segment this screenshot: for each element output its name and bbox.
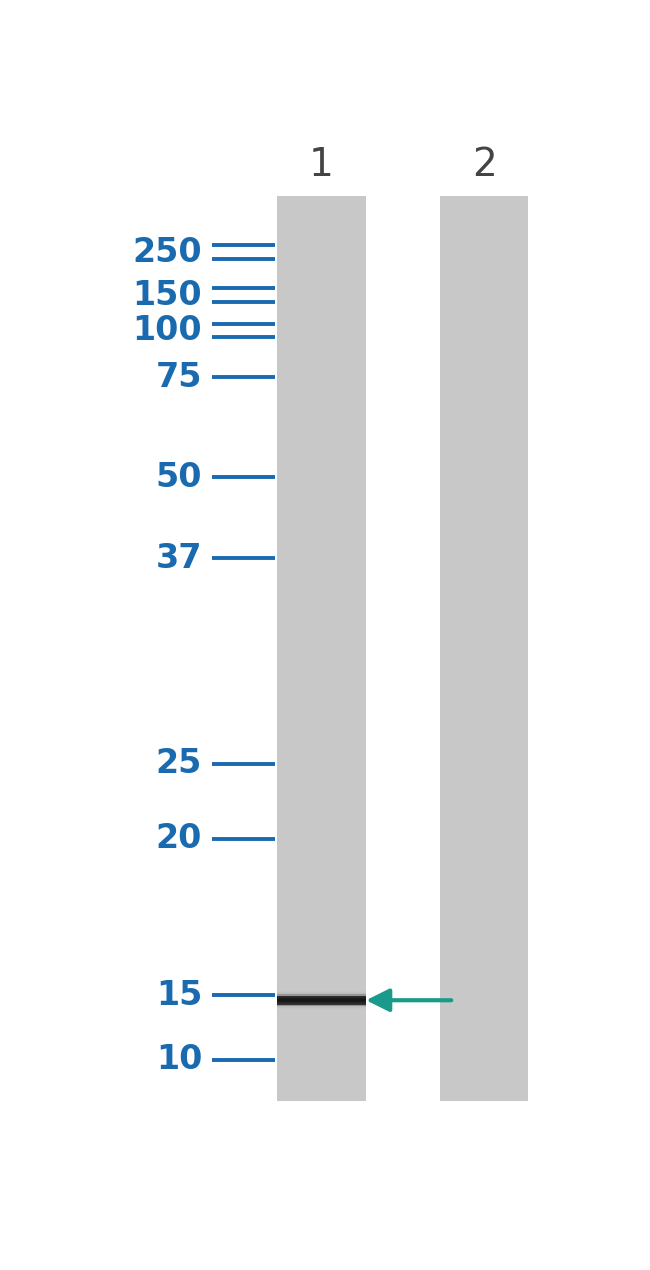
Text: 150: 150 (133, 278, 202, 311)
Text: 10: 10 (156, 1044, 202, 1077)
Bar (278, 996, 365, 1005)
Bar (278, 197, 365, 1101)
Text: 1: 1 (309, 146, 334, 184)
Text: 37: 37 (155, 542, 202, 575)
Text: 50: 50 (155, 461, 202, 494)
Bar (440, 197, 528, 1101)
Text: 100: 100 (133, 314, 202, 347)
Text: 15: 15 (156, 979, 202, 1012)
Text: 250: 250 (133, 236, 202, 269)
Text: 20: 20 (156, 823, 202, 856)
Text: 25: 25 (156, 747, 202, 780)
Text: 2: 2 (472, 146, 497, 184)
Text: 75: 75 (155, 361, 202, 394)
